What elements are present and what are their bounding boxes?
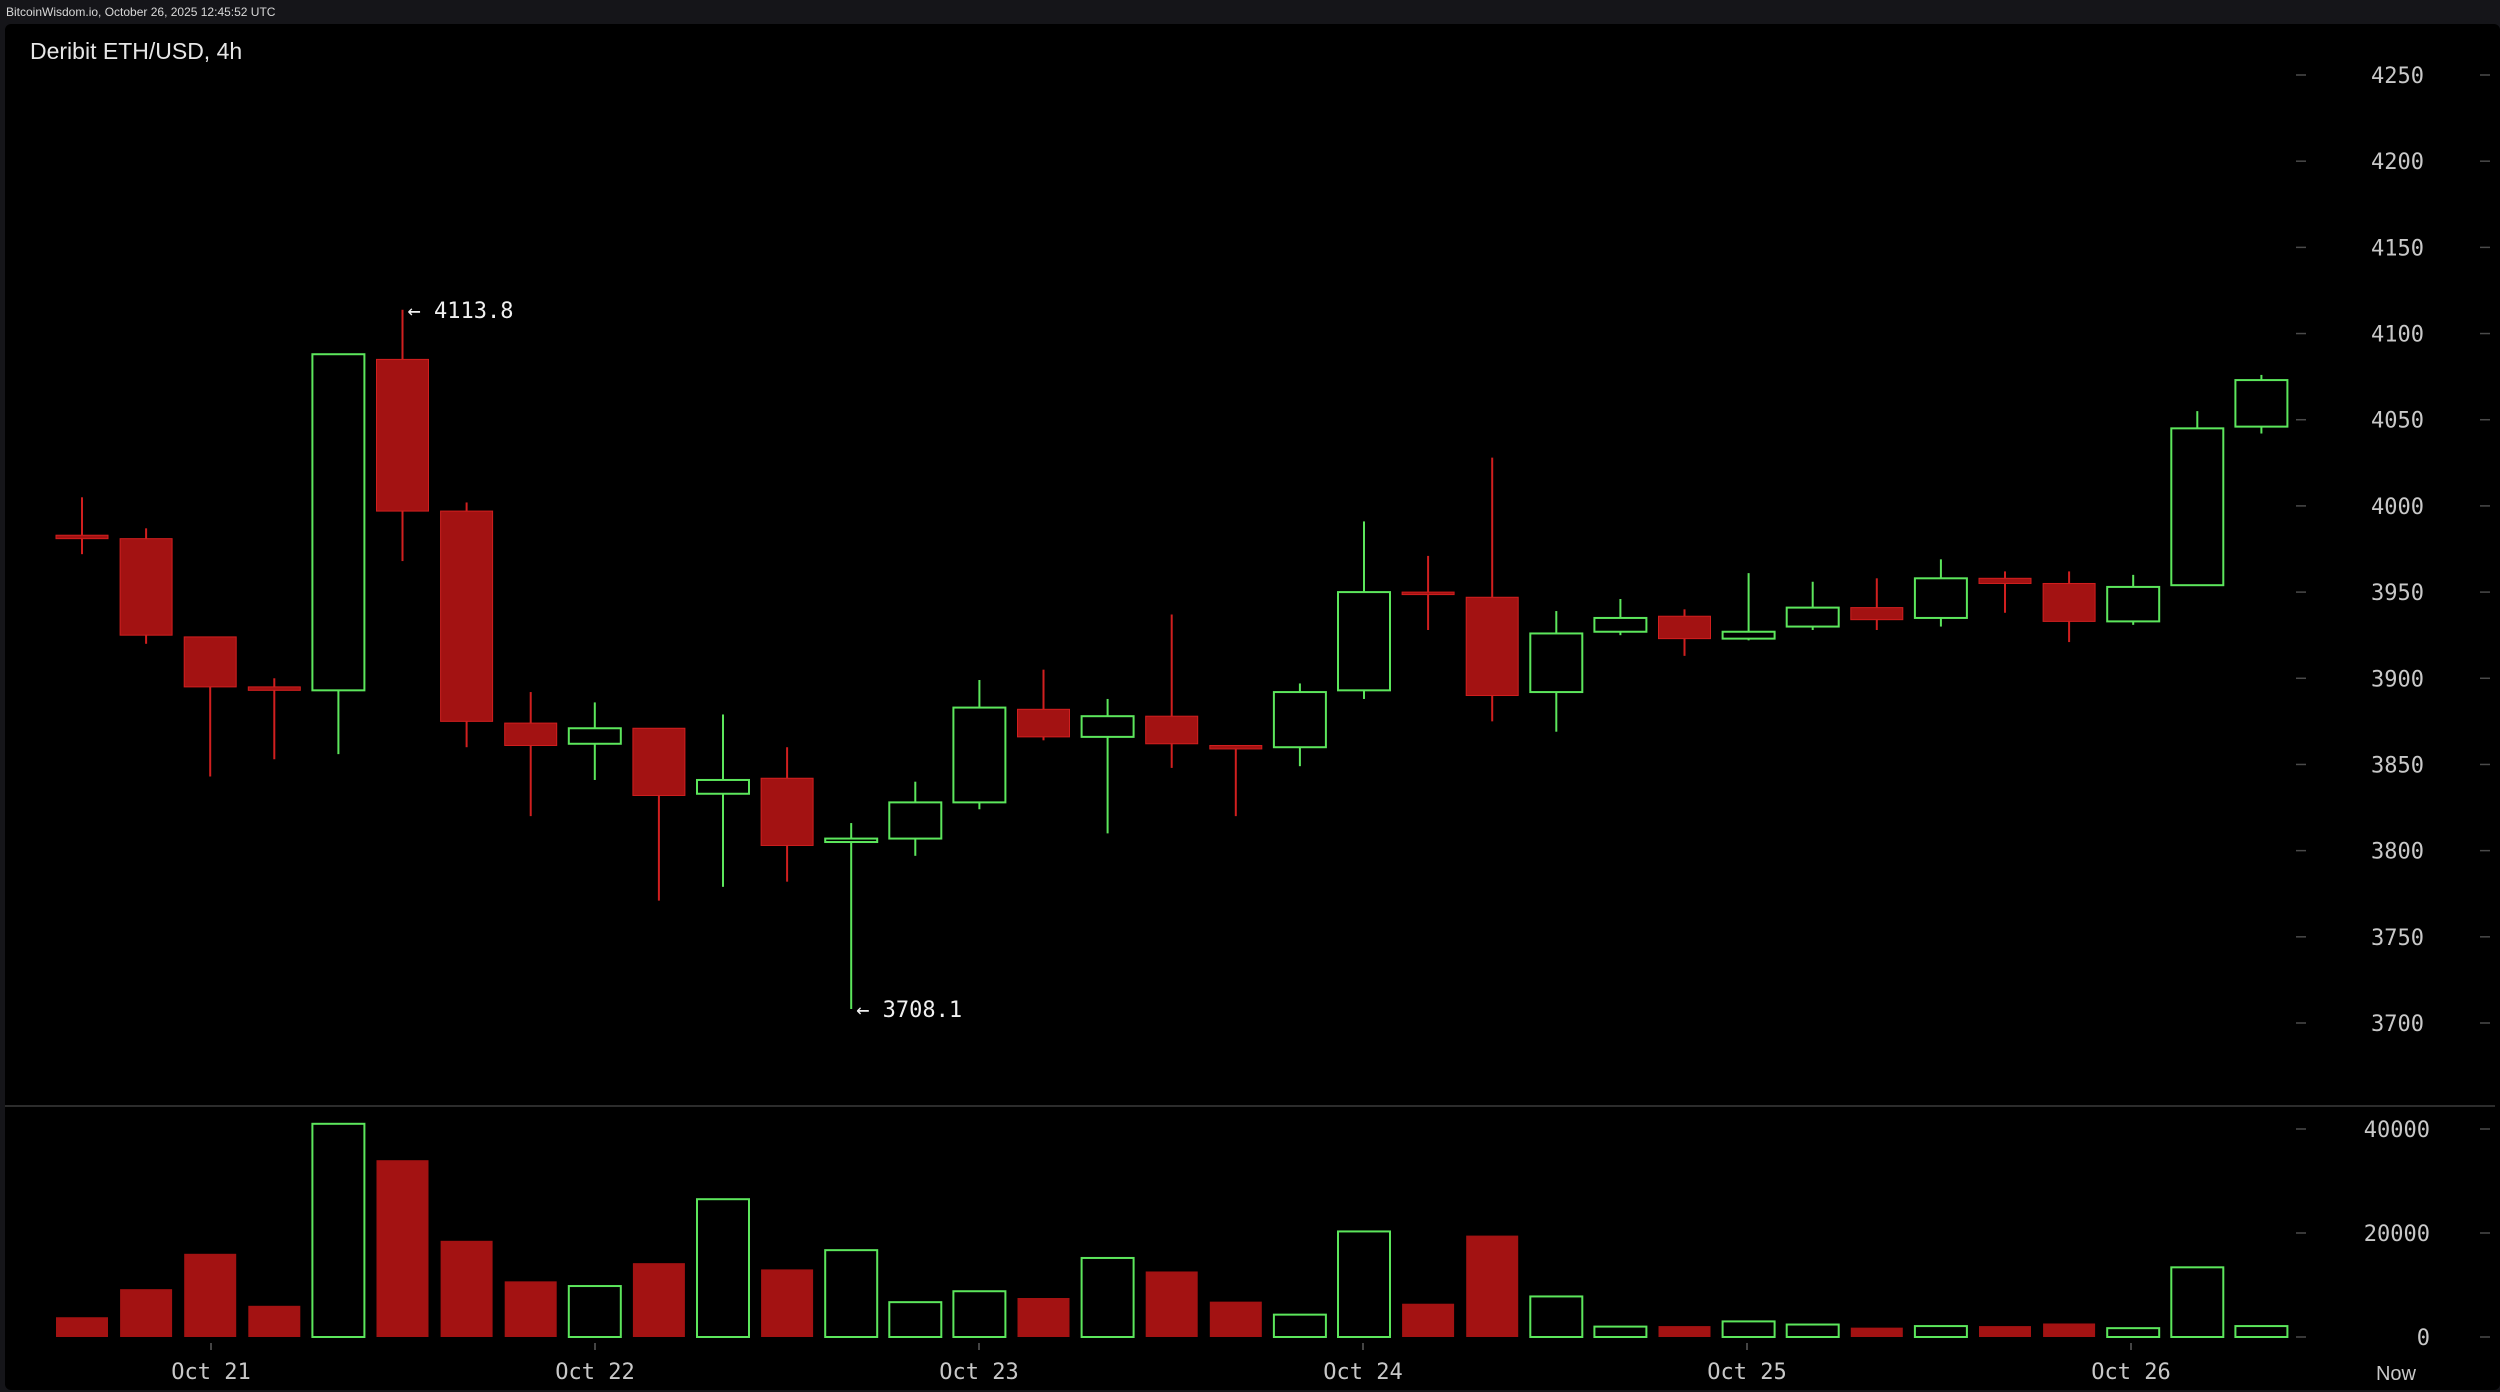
source-timestamp: BitcoinWisdom.io, October 26, 2025 12:45… [6, 5, 276, 19]
volume-bar-down [632, 1263, 685, 1337]
volume-bar-up [1913, 1325, 1968, 1338]
candle-body-down [2042, 582, 2096, 622]
volume-bar-up [311, 1122, 366, 1339]
date-tick-label: Oct 25 [1707, 1360, 1786, 1385]
price-tick-label: 3850 [2371, 753, 2424, 778]
volume-bar-down [1402, 1303, 1455, 1337]
volume-bar-down [1658, 1326, 1711, 1337]
volume-bar-down [1145, 1271, 1198, 1337]
volume-tick-label: 20000 [2364, 1222, 2430, 1247]
now-label: Now [2376, 1363, 2417, 1385]
volume-bar-down [56, 1317, 108, 1337]
candle-body-up [2106, 585, 2161, 623]
volume-bar-down [440, 1240, 493, 1337]
volume-bar-down [1209, 1301, 1262, 1337]
candle-body-down [247, 686, 301, 691]
candle-body-up [2234, 379, 2289, 428]
volume-bar-down [504, 1281, 557, 1337]
candle-body-down [632, 727, 686, 796]
volume-tick-label: 0 [2417, 1326, 2430, 1351]
candle-body-up [1080, 715, 1135, 738]
volume-bar-up [952, 1290, 1007, 1338]
candle-body-up [824, 837, 879, 844]
candle-body-up [1785, 606, 1840, 628]
volume-bar-up [1593, 1325, 1648, 1338]
volume-bar-down [120, 1289, 173, 1337]
date-tick-label: Oct 23 [939, 1360, 1018, 1385]
candle-body-up [888, 801, 943, 840]
volume-bar-down [1850, 1327, 1903, 1337]
volume-bar-up [2170, 1266, 2225, 1338]
candle-body-down [376, 358, 429, 512]
volume-bar-up [1721, 1320, 1776, 1339]
price-tick-label: 3950 [2371, 581, 2424, 606]
candle-body-up [696, 778, 750, 795]
candle-body-up [311, 353, 366, 692]
volume-bar-up [1080, 1256, 1135, 1338]
candle-body-down [55, 534, 109, 540]
volume-bar-up [2106, 1327, 2161, 1339]
candle-body-up [1529, 632, 1584, 694]
volume-bar-down [2043, 1323, 2096, 1337]
date-tick-label: Oct 22 [555, 1360, 634, 1385]
candle-body-down [1145, 715, 1199, 745]
volume-bar-up [1529, 1295, 1584, 1338]
candle-body-up [1721, 630, 1776, 640]
candle-body-down [1017, 708, 1070, 738]
candle-body-up [1272, 691, 1327, 749]
candle-body-down [760, 777, 814, 846]
candle-body-down [1465, 596, 1519, 697]
chart-title: Deribit ETH/USD, 4h [30, 38, 243, 64]
price-tick-label: 4000 [2371, 495, 2424, 520]
candle-body-down [1209, 744, 1263, 750]
price-tick-label: 4250 [2371, 64, 2424, 89]
price-tick-label: 3900 [2371, 667, 2424, 692]
volume-bar-up [696, 1198, 750, 1338]
candle-body-up [952, 706, 1007, 804]
volume-bar-up [888, 1301, 943, 1339]
volume-bar-up [1785, 1323, 1840, 1339]
volume-bar-down [376, 1160, 429, 1337]
candle-body-up [567, 727, 622, 745]
date-tick-label: Oct 24 [1323, 1360, 1402, 1385]
candle-body-down [1658, 615, 1711, 640]
volume-bar-down [1466, 1235, 1519, 1337]
candle-body-up [1913, 577, 1968, 619]
candle-body-up [1337, 591, 1391, 692]
volume-bar-up [1272, 1313, 1327, 1339]
candle-body-up [2170, 427, 2225, 587]
price-tick-label: 4100 [2371, 323, 2424, 348]
price-tick-label: 4150 [2371, 236, 2424, 261]
volume-bar-down [184, 1253, 237, 1337]
volume-bar-up [567, 1285, 622, 1339]
volume-bar-down [1017, 1298, 1070, 1337]
volume-bar-up [1337, 1230, 1391, 1338]
candle-body-down [119, 538, 173, 636]
price-tick-label: 4050 [2371, 409, 2424, 434]
price-tick-label: 3800 [2371, 840, 2424, 865]
volume-bar-up [2234, 1325, 2289, 1338]
volume-bar-down [761, 1269, 814, 1337]
candle-body-down [1850, 607, 1904, 621]
extreme-price-annotation: ← 3708.1 [856, 998, 962, 1023]
candle-body-down [504, 722, 558, 746]
candle-body-down [440, 510, 494, 722]
date-tick-label: Oct 21 [171, 1360, 250, 1385]
price-tick-label: 3750 [2371, 926, 2424, 951]
volume-bar-up [824, 1249, 879, 1339]
volume-bar-down [1979, 1326, 2031, 1337]
candle-body-down [183, 636, 237, 688]
date-tick-label: Oct 26 [2091, 1360, 2170, 1385]
price-tick-label: 4200 [2371, 150, 2424, 175]
volume-tick-label: 40000 [2364, 1118, 2430, 1143]
price-tick-label: 3700 [2371, 1012, 2424, 1037]
top-bar: BitcoinWisdom.io, October 26, 2025 12:45… [0, 0, 2500, 24]
candle-body-down [1978, 577, 2032, 584]
volume-bar-down [248, 1305, 301, 1337]
extreme-price-annotation: ← 4113.8 [408, 299, 514, 324]
candle-body-down [1401, 591, 1455, 596]
candle-body-up [1593, 616, 1648, 633]
